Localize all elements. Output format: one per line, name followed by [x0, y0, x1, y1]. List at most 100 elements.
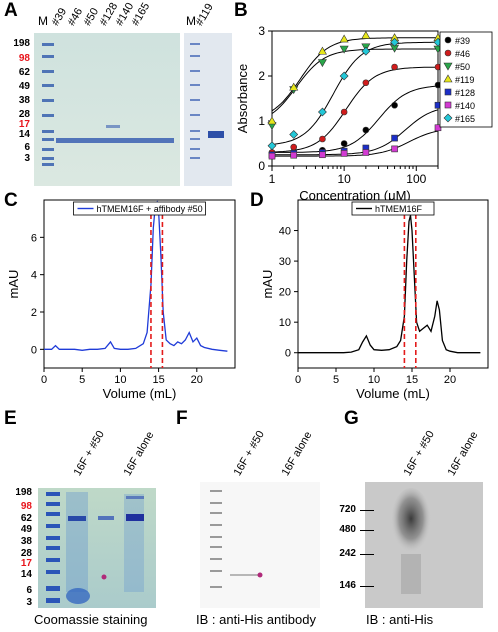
- data-point-b: [268, 152, 276, 160]
- marker-label-e: 98: [20, 501, 32, 512]
- data-point-b: [361, 30, 371, 39]
- legend-item-b: #119: [455, 75, 474, 85]
- marker-tick-g: [360, 530, 374, 531]
- marker-label-e: 62: [20, 513, 32, 524]
- series-b: [268, 63, 442, 156]
- marker-label-a: 49: [18, 81, 30, 92]
- marker-label-g: 480: [339, 524, 356, 535]
- marker-label-a: 38: [18, 95, 30, 106]
- x-tick-label: 0: [41, 374, 47, 386]
- series-b: [268, 124, 442, 160]
- fit-curve-b: [271, 66, 439, 153]
- x-tick-label: 10: [368, 374, 380, 386]
- legend-item: hTMEM16F: [375, 204, 423, 214]
- marker-label-a: 6: [24, 142, 30, 153]
- data-point-b: [340, 140, 348, 147]
- data-point-b: [443, 62, 453, 71]
- data-point-b: [444, 88, 452, 96]
- x-tick-label: 0: [295, 374, 301, 386]
- y-tick-label-b: 1: [258, 114, 265, 128]
- data-point-b: [289, 82, 299, 91]
- data-point-b: [444, 101, 452, 109]
- lane-label-e: 16F alone: [121, 429, 157, 478]
- legend-item-b: #128: [455, 88, 475, 98]
- x-tick-label: 15: [406, 374, 418, 386]
- y-tick-label: 20: [279, 287, 291, 299]
- gel-a-image: [34, 33, 232, 186]
- data-point-b: [444, 36, 452, 44]
- lane-label-e: 16F + #50: [71, 428, 107, 478]
- blot-g-image: [365, 482, 483, 608]
- marker-label-e: 38: [20, 536, 32, 547]
- y-axis-label-b: Absorbance: [235, 64, 250, 133]
- x-tick-label: 20: [191, 374, 203, 386]
- marker-label-a: 14: [18, 129, 30, 140]
- marker-label-e: 49: [20, 524, 32, 535]
- y-tick-label: 30: [279, 256, 291, 268]
- data-point-b: [267, 141, 277, 151]
- data-point-b: [339, 71, 349, 81]
- x-tick-label: 10: [114, 374, 126, 386]
- y-tick-label-b: 2: [258, 69, 265, 83]
- x-tick-label-b: 100: [406, 172, 426, 186]
- legend: [351, 201, 435, 216]
- x-axis-label: Volume (mL): [103, 386, 177, 401]
- y-tick-label: 10: [279, 317, 291, 329]
- panel-label-f: F: [176, 408, 188, 429]
- gel-e-caption: Coomassie staining: [34, 612, 148, 627]
- x-axis-label-b: Concentration (μM): [299, 188, 411, 200]
- trace-line: [44, 200, 228, 352]
- panel-label-b: B: [234, 0, 248, 21]
- y-axis-label: mAU: [260, 270, 275, 299]
- data-point-b: [339, 45, 349, 54]
- data-point-b: [290, 143, 298, 151]
- data-point-b: [290, 151, 298, 159]
- plot-frame: [43, 199, 236, 369]
- marker-label-e: 3: [26, 597, 32, 608]
- fit-curve-b: [271, 41, 438, 145]
- marker-label-g: 146: [339, 580, 356, 591]
- legend-item: hTMEM16F + affibody #50: [97, 204, 203, 214]
- data-point-b: [319, 135, 326, 143]
- marker-label-e: 6: [26, 585, 32, 596]
- data-point-b: [444, 49, 452, 57]
- data-point-b: [390, 37, 399, 47]
- lane-label-g: 16F + #50: [401, 428, 437, 478]
- chart-c: 0 2 4 6 0 5 10 15 20 Volume (mL) mAU hTMEM16F + aff…: [6, 199, 236, 401]
- data-point-b: [391, 134, 398, 142]
- legend-item-b: #39: [455, 36, 470, 46]
- data-point-b: [362, 126, 370, 134]
- x-axis-label: Volume (mL): [356, 386, 430, 401]
- x-tick-label: 15: [152, 374, 164, 386]
- data-point-b: [340, 108, 348, 116]
- data-point-b: [340, 150, 348, 157]
- marker-label-a: 198: [13, 38, 30, 49]
- legend-item-b: #50: [455, 62, 470, 72]
- data-point-b: [362, 149, 370, 156]
- y-axis-label: mAU: [6, 270, 21, 299]
- series-b: [267, 30, 443, 125]
- series-b: [267, 37, 443, 151]
- x-tick-label: 5: [333, 374, 339, 386]
- trace-line: [298, 215, 481, 354]
- data-point-b: [391, 145, 398, 153]
- plot-frame-b: [271, 30, 439, 167]
- lane-label-a: M: [38, 14, 48, 28]
- y-tick-label: 40: [279, 226, 291, 238]
- data-point-b: [317, 59, 327, 68]
- marker-label-a: 3: [24, 153, 30, 164]
- x-tick-label-b: 10: [337, 172, 351, 186]
- legend-item-b: #140: [455, 101, 475, 111]
- data-point-b: [318, 107, 327, 117]
- panel-label-c: C: [4, 190, 18, 211]
- marker-label-e: 14: [20, 569, 32, 580]
- gel-e-image: [38, 488, 156, 608]
- x-tick-label: 5: [79, 374, 85, 386]
- panel-label-e: E: [4, 408, 17, 429]
- legend: [73, 201, 206, 216]
- data-point-b: [434, 124, 442, 132]
- y-tick-label-b: 3: [258, 24, 265, 38]
- y-tick-label: 2: [31, 307, 37, 319]
- panel-label-g: G: [344, 408, 359, 429]
